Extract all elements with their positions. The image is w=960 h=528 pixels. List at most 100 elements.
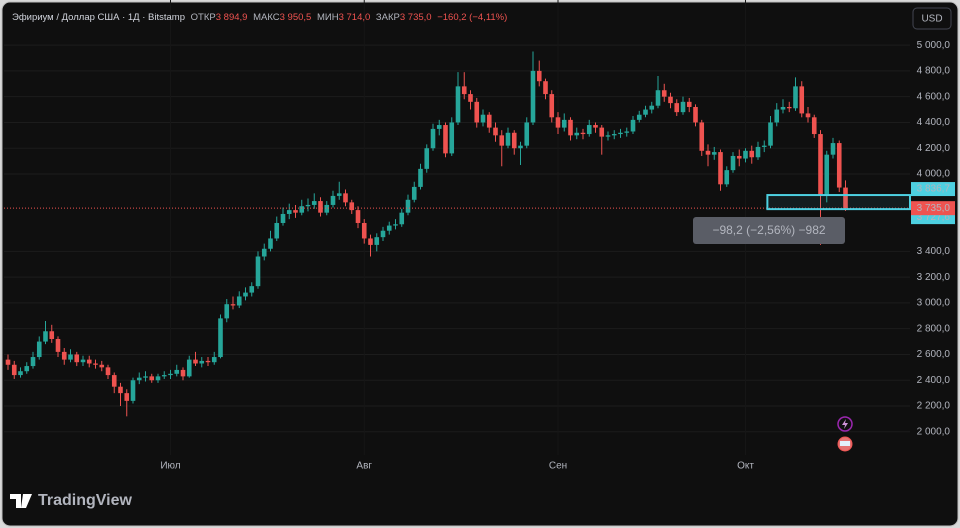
header: Эфириум / Доллар США · 1Д · Bitstamp ОТК… <box>12 12 507 23</box>
y-tick-label: 4 400,0 <box>917 117 951 128</box>
logo-mark <box>10 494 32 508</box>
measure-top-label-bg <box>911 182 955 197</box>
y-tick-label: 4 000,0 <box>917 169 951 180</box>
candle-body <box>836 143 842 188</box>
candle-body <box>761 145 767 147</box>
candle-body <box>68 354 73 360</box>
candle-body <box>124 393 130 401</box>
candle-body <box>843 187 848 209</box>
candle-body <box>643 109 648 115</box>
candle-body <box>224 304 230 319</box>
candle-body <box>361 222 367 239</box>
candle-body <box>5 359 11 365</box>
candle-body <box>236 296 242 306</box>
candle-body <box>780 106 786 110</box>
candle-body <box>743 150 748 159</box>
candle-body <box>793 86 798 109</box>
candle-body <box>555 117 561 128</box>
candle-body <box>518 145 523 149</box>
candle-body <box>43 331 48 342</box>
candle-body <box>74 354 80 363</box>
candle-body <box>386 225 392 231</box>
x-tick-label: Авг <box>356 461 372 472</box>
y-tick-label: 3 000,0 <box>917 298 951 309</box>
candle-body <box>211 357 217 363</box>
candle-body <box>561 119 567 128</box>
candle-body <box>199 360 205 364</box>
candle-body <box>311 201 317 205</box>
currency-button[interactable] <box>912 7 952 30</box>
candle-body <box>430 128 436 149</box>
y-tick-label: 4 600,0 <box>917 91 951 102</box>
event-glyph <box>840 441 850 446</box>
candle-body <box>786 106 792 109</box>
candle-body <box>255 256 261 287</box>
candle-body <box>11 364 17 376</box>
y-tick-label: 2 600,0 <box>917 349 951 360</box>
low-label: МИН <box>317 12 339 23</box>
alert-glyph <box>842 419 848 429</box>
candle-body <box>468 94 473 102</box>
open-label: ОТКР <box>191 12 216 23</box>
candle-body <box>624 131 630 133</box>
candle-body <box>180 369 186 377</box>
candle-body <box>111 375 117 387</box>
candle-body <box>543 81 548 95</box>
close-label: ЗАКР <box>376 12 400 23</box>
measure-box <box>766 194 911 211</box>
candle-body <box>286 210 292 214</box>
candle-body <box>336 193 342 196</box>
candle-body <box>405 199 411 213</box>
y-tick-label: 4 800,0 <box>917 66 951 77</box>
candle-body <box>174 369 180 374</box>
candle-body <box>680 101 686 113</box>
measure-top-label: 3 836,7 <box>917 184 951 195</box>
candle-body <box>580 132 586 135</box>
candle-body <box>449 122 455 154</box>
candle-body <box>161 375 167 377</box>
candle-body <box>493 127 498 136</box>
change: −160,2 (−4,11%) <box>437 12 507 23</box>
alert-icon[interactable] <box>837 416 853 432</box>
symbol: Эфириум / Доллар США · 1Д · Bitstamp <box>12 12 185 23</box>
candle-body <box>811 117 817 135</box>
candle-body <box>49 331 55 339</box>
low-value: 3 714,0 <box>339 12 371 23</box>
candle-body <box>324 204 330 213</box>
candle-body <box>80 359 86 363</box>
candle-body <box>705 150 711 155</box>
candle-body <box>105 367 111 376</box>
candle-body <box>749 150 755 158</box>
candle-body <box>611 134 617 136</box>
candle-body <box>830 143 836 155</box>
candle-body <box>536 70 542 82</box>
candle-body <box>736 155 742 159</box>
candle-body <box>155 376 161 381</box>
candle-body <box>274 222 280 239</box>
candle-body <box>599 127 605 137</box>
last-price-bg <box>911 201 955 216</box>
candle-body <box>649 105 655 110</box>
candle-body <box>549 94 555 118</box>
candle-body <box>805 113 811 118</box>
y-tick-label: 3 200,0 <box>917 272 951 283</box>
candle-body <box>374 237 380 245</box>
candle-body <box>130 380 136 401</box>
candle-body <box>436 125 442 129</box>
currency-label[interactable]: USD <box>921 14 942 25</box>
candle-body <box>711 152 717 155</box>
candle-body <box>630 119 636 132</box>
candle-body <box>261 248 267 257</box>
overlays: −98,2 (−2,56%) −982 3 836,7 3 727,63 735,0 <box>4 182 955 244</box>
candle-body <box>593 125 598 128</box>
candle-body <box>424 148 430 169</box>
y-tick-label: 4 200,0 <box>917 143 951 154</box>
measure-bottom-label: 3 727,6 <box>917 212 951 223</box>
candle-body <box>299 206 305 213</box>
candle-body <box>686 101 692 107</box>
candle-body <box>699 122 705 151</box>
candle-body <box>243 292 248 297</box>
candle-body <box>480 114 486 123</box>
